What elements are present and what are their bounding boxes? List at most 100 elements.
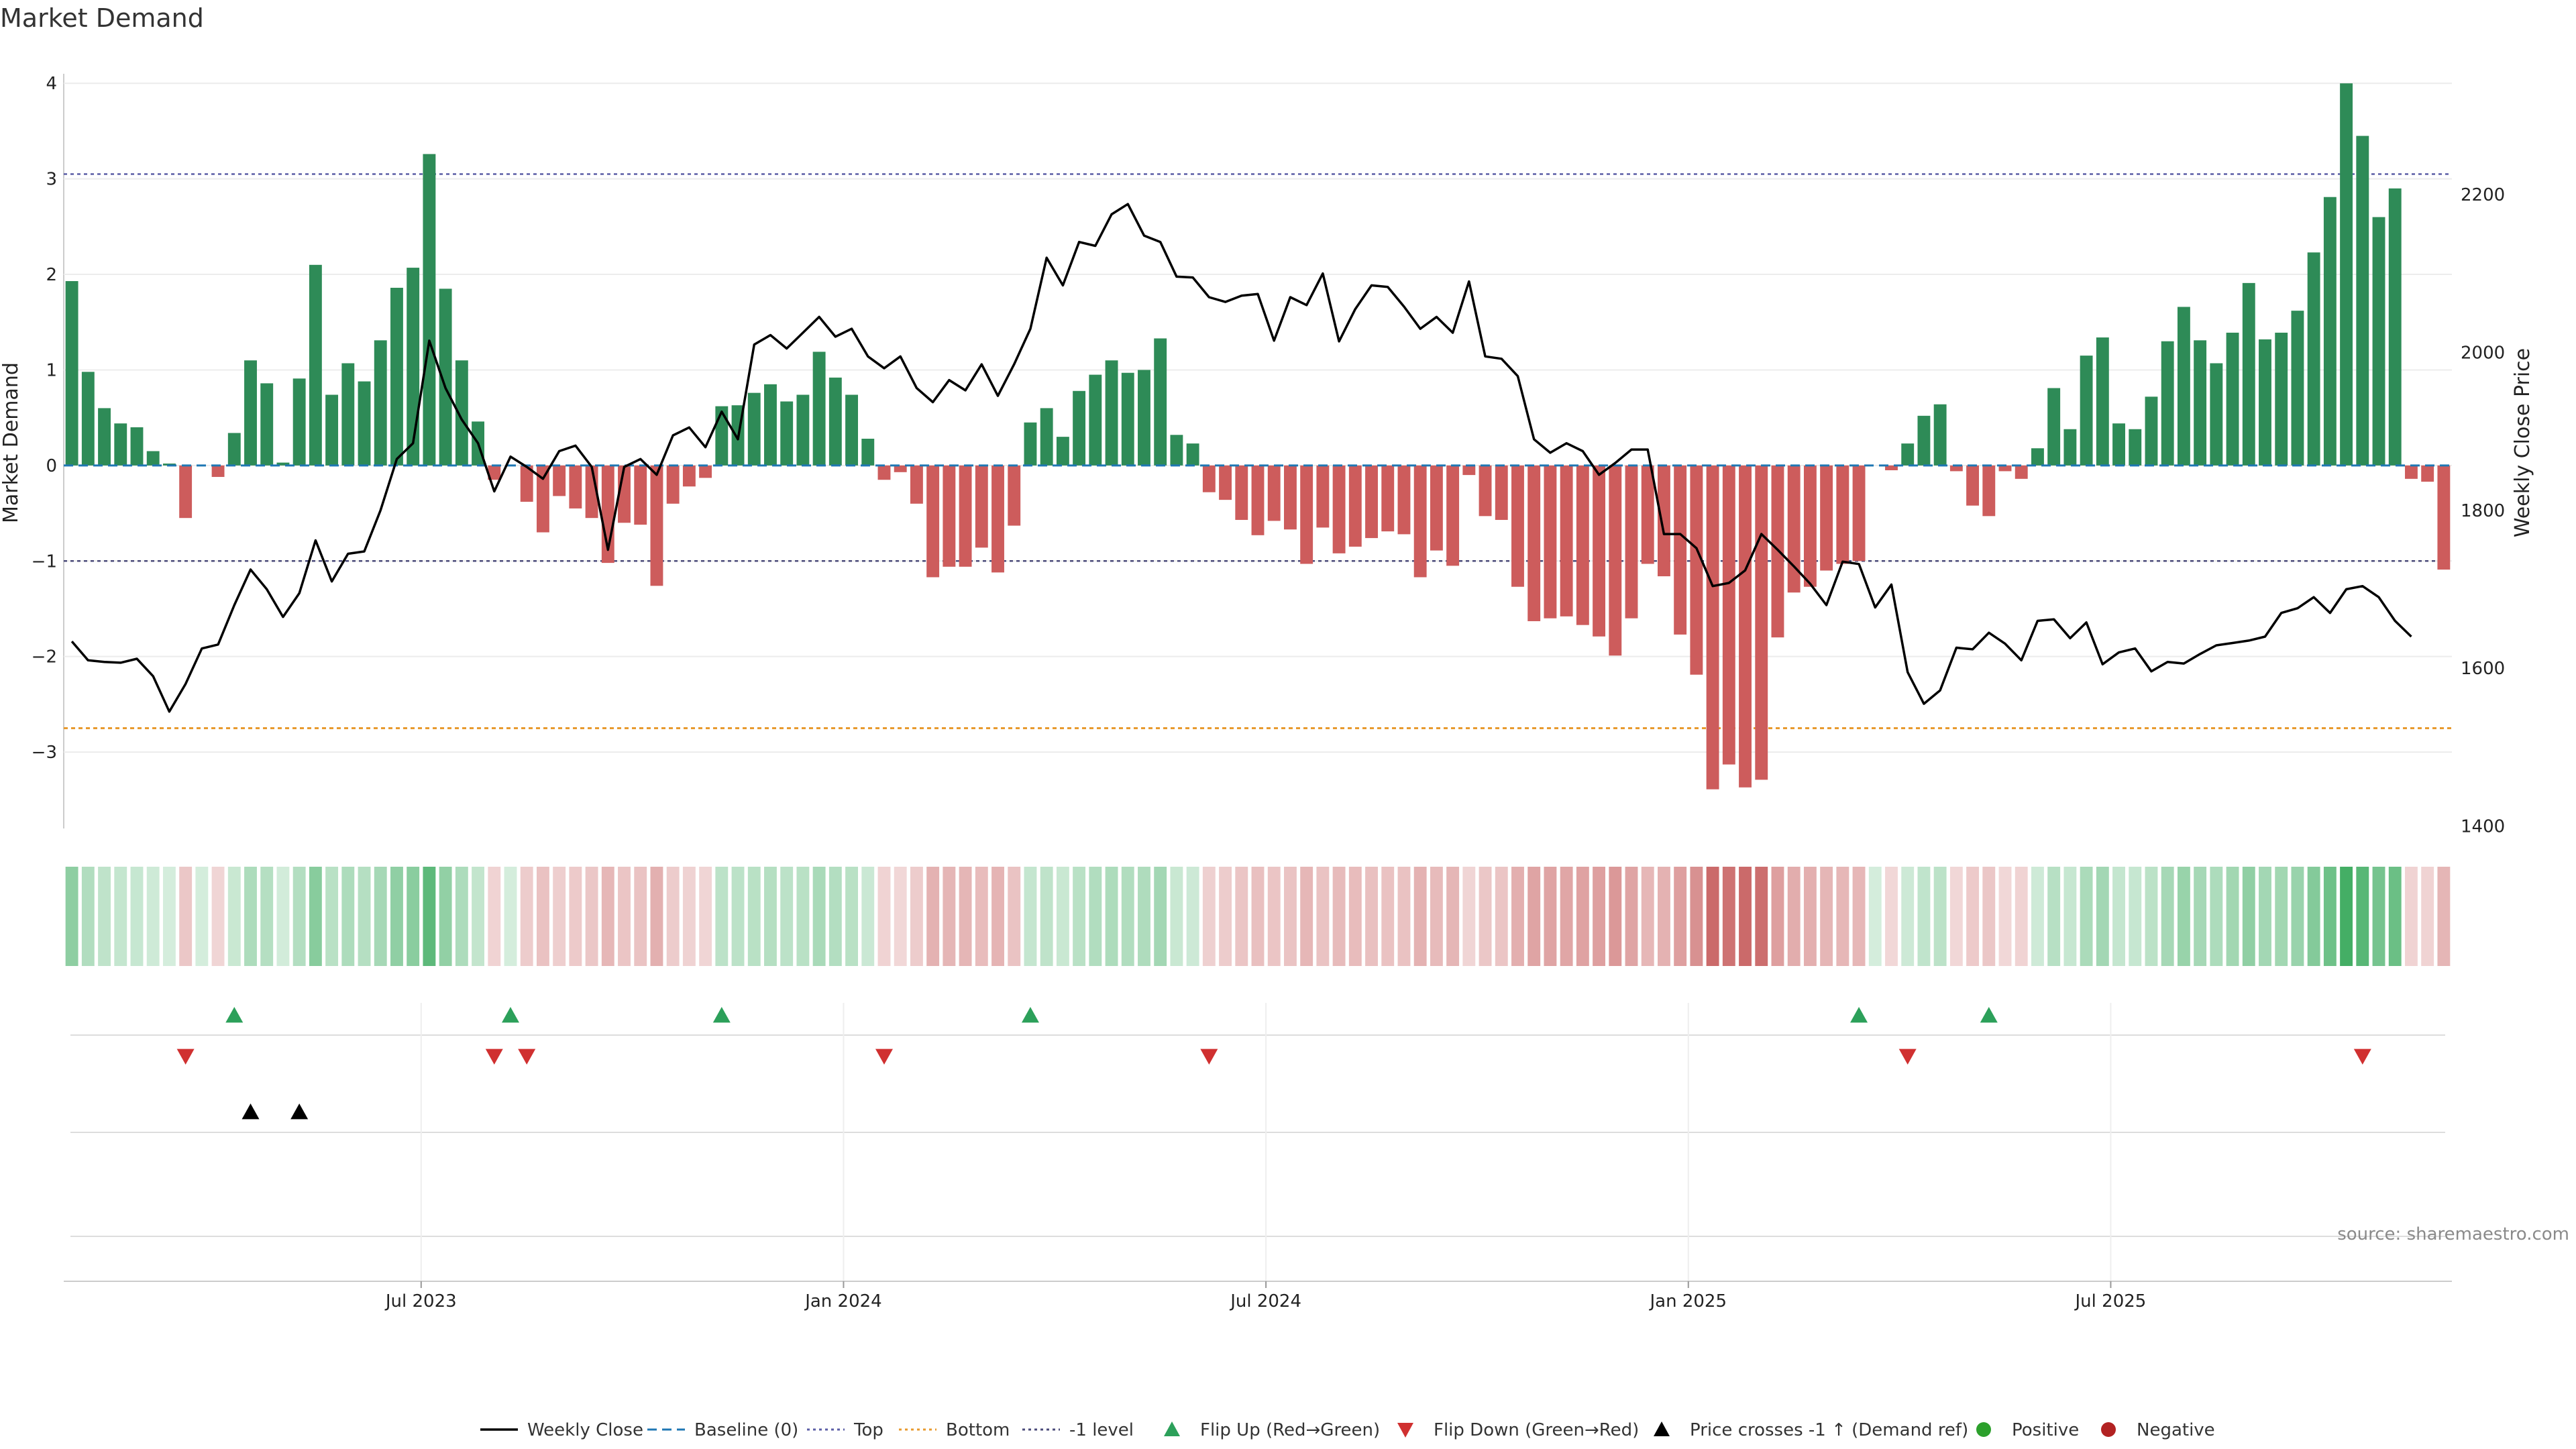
flip-down-marker (485, 1049, 503, 1065)
heat-cell (1674, 867, 1687, 966)
heat-cell (390, 867, 403, 966)
demand-bar (1901, 443, 1915, 466)
demand-bar (780, 401, 794, 466)
demand-bar (1690, 465, 1703, 675)
heat-cell (1235, 867, 1248, 966)
demand-bar (764, 384, 777, 466)
heat-cell (877, 867, 891, 966)
heat-cell (1690, 867, 1703, 966)
heat-cell (2307, 867, 2320, 966)
heat-cell (1576, 867, 1589, 966)
legend-swatch (2101, 1422, 2116, 1437)
flip-up-marker (1850, 1007, 1868, 1023)
demand-bar (211, 465, 225, 477)
heat-cell (2242, 867, 2255, 966)
heat-cell (1267, 867, 1281, 966)
x-tick-label: Jul 2024 (1229, 1291, 1301, 1311)
demand-bar (1056, 437, 1069, 466)
heat-cell (2275, 867, 2288, 966)
demand-bar (292, 378, 306, 466)
heat-cell (1479, 867, 1492, 966)
demand-bar (2015, 465, 2028, 479)
legend-label: Bottom (946, 1420, 1010, 1440)
heat-cell (1365, 867, 1378, 966)
heat-cell (2063, 867, 2077, 966)
heat-cell (195, 867, 209, 966)
demand-bar (1917, 415, 1931, 466)
demand-bar (975, 465, 988, 548)
heat-cell (1722, 867, 1735, 966)
heat-cell (569, 867, 582, 966)
demand-bar (1219, 465, 1232, 500)
heat-cell (1787, 867, 1801, 966)
heat-cell (2194, 867, 2207, 966)
y-right-tick-label: 1600 (2461, 659, 2505, 679)
demand-bar (1121, 372, 1134, 466)
heat-cell (439, 867, 452, 966)
demand-bar (114, 423, 127, 466)
demand-bar (1966, 465, 1980, 506)
demand-bar (2437, 465, 2451, 570)
demand-bar (2372, 217, 2385, 466)
chart-title: Market Demand (0, 3, 204, 33)
flip-up-marker (501, 1007, 519, 1023)
heat-cell (553, 867, 566, 966)
demand-bar (2194, 340, 2207, 466)
heat-cell (455, 867, 468, 966)
demand-bar (2112, 423, 2125, 466)
heat-cell (536, 867, 549, 966)
demand-bar (1138, 370, 1150, 466)
demand-bar (2323, 197, 2337, 466)
flip-down-marker (875, 1049, 893, 1065)
demand-bar (1998, 465, 2012, 472)
heat-cell (2340, 867, 2353, 966)
demand-bar (894, 465, 907, 472)
heat-cell (2080, 867, 2093, 966)
demand-bar (341, 363, 355, 466)
heat-cell (244, 867, 257, 966)
heat-cell (1154, 867, 1167, 966)
heat-cell (146, 867, 160, 966)
heat-cell (2015, 867, 2028, 966)
heat-cell (2031, 867, 2044, 966)
demand-bar (455, 360, 468, 466)
heat-cell (1901, 867, 1915, 966)
demand-bar (1186, 443, 1199, 466)
flip-down-marker (176, 1049, 195, 1065)
heat-cell (1917, 867, 1931, 966)
heat-cell (130, 867, 144, 966)
demand-bar (276, 462, 290, 466)
heat-cell (1982, 867, 1996, 966)
heat-cell (1283, 867, 1297, 966)
demand-bar (309, 264, 322, 466)
heat-cell (1852, 867, 1866, 966)
heat-cell (1462, 867, 1476, 966)
heat-cell (358, 867, 371, 966)
demand-bar (2405, 465, 2418, 479)
heat-cell (1820, 867, 1833, 966)
demand-bar (439, 288, 452, 466)
heat-cell (114, 867, 127, 966)
demand-bar (1544, 465, 1557, 619)
heat-cell (747, 867, 761, 966)
flip-down-marker (518, 1049, 536, 1065)
demand-bar (130, 427, 144, 466)
heat-cell (2145, 867, 2158, 966)
heat-cell (1511, 867, 1524, 966)
y-right-tick-label: 1800 (2461, 501, 2505, 521)
demand-bar (1251, 465, 1265, 535)
demand-bar (2145, 396, 2158, 466)
demand-bar (1365, 465, 1378, 539)
y-axis-right-label: Weekly Close Price (2511, 348, 2534, 537)
demand-bar (828, 377, 842, 466)
heat-cell (1073, 867, 1086, 966)
heat-cell (1024, 867, 1037, 966)
heat-cell (1138, 867, 1150, 966)
heat-cell (1202, 867, 1216, 966)
demand-bar (179, 465, 193, 519)
heat-cell (699, 867, 712, 966)
y-axis-left-label: Market Demand (0, 362, 23, 523)
demand-bar (812, 352, 826, 466)
demand-bar (877, 465, 891, 480)
